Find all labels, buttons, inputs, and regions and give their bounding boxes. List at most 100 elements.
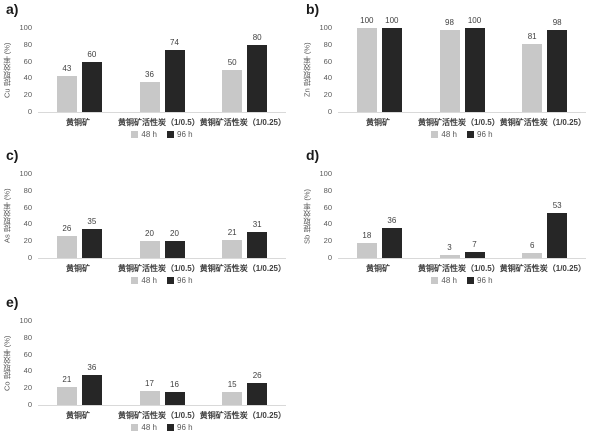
bar-48h bbox=[222, 240, 243, 258]
legend-swatch bbox=[467, 277, 474, 284]
bar-96h bbox=[81, 61, 102, 112]
y-tick-label: 60 bbox=[323, 202, 332, 212]
bar-value-label: 81 bbox=[527, 31, 537, 41]
bar-group: 6 53 bbox=[503, 174, 586, 258]
bar-value-label: 60 bbox=[87, 49, 97, 59]
legend: 48 h 96 h bbox=[38, 130, 286, 139]
y-tick-label: 20 bbox=[323, 236, 332, 246]
legend-item-96h: 96 h bbox=[167, 130, 193, 139]
x-category-label: 黄铜矿 bbox=[65, 118, 90, 127]
legend-swatch bbox=[167, 424, 174, 431]
bar-cell: 100 bbox=[464, 17, 485, 112]
bar-value-label: 36 bbox=[145, 69, 154, 79]
legend-label: 48 h bbox=[141, 130, 157, 139]
bar-group: 81 98 bbox=[503, 18, 586, 112]
legend-swatch bbox=[131, 131, 139, 138]
bar-cell: 20 bbox=[139, 174, 160, 258]
y-tick-label: 80 bbox=[23, 39, 32, 49]
y-tick-label: 100 bbox=[319, 23, 332, 32]
y-tick-label: 100 bbox=[319, 169, 332, 178]
y-tick-label: 40 bbox=[323, 219, 332, 229]
bar-96h bbox=[464, 28, 485, 112]
y-tick-label: 40 bbox=[23, 219, 32, 229]
plot-area: 43 60 36 74 50 80 bbox=[38, 28, 286, 113]
bar-value-label: 80 bbox=[252, 32, 262, 42]
bar-cell: 35 bbox=[81, 174, 102, 258]
y-tick-label: 60 bbox=[323, 56, 332, 66]
plot-area: 26 35 20 20 21 31 bbox=[38, 174, 286, 259]
chart-panel-cu: a) Cu 提取效率 (%) 0 20 40 60 80 100 43 60 36 74 50 80… bbox=[0, 0, 300, 145]
bar-cell: 81 bbox=[522, 28, 543, 112]
panel-label: a) bbox=[6, 1, 19, 17]
legend-swatch bbox=[131, 277, 139, 284]
bar-cell: 17 bbox=[139, 321, 160, 405]
bar-value-label: 15 bbox=[227, 380, 237, 390]
legend-label: 96 h bbox=[477, 130, 493, 139]
bar-48h bbox=[139, 81, 160, 112]
legend-label: 48 h bbox=[141, 423, 157, 432]
bar-96h bbox=[164, 241, 185, 258]
bar-96h bbox=[464, 252, 485, 258]
bar-cell: 100 bbox=[381, 17, 402, 112]
bar-cell: 21 bbox=[56, 321, 77, 405]
bar-48h bbox=[56, 75, 77, 112]
bar-48h bbox=[356, 28, 377, 112]
y-axis-title: Co 提取效率 (%) bbox=[2, 335, 12, 391]
bar-96h bbox=[381, 227, 402, 258]
y-tick-label: 100 bbox=[19, 316, 32, 325]
bar-value-label: 26 bbox=[252, 371, 262, 381]
bar-48h bbox=[56, 387, 77, 405]
plot-area: 18 36 3 7 6 53 bbox=[338, 174, 586, 259]
x-category-label: 黄铜矿 bbox=[65, 264, 90, 273]
legend-label: 96 h bbox=[177, 276, 193, 285]
legend-item-48h: 48 h bbox=[431, 130, 457, 139]
legend-swatch bbox=[167, 131, 174, 138]
bar-group: 100 100 bbox=[338, 17, 421, 112]
bar-cell: 74 bbox=[164, 28, 185, 112]
bar-48h bbox=[439, 255, 460, 258]
legend-swatch bbox=[431, 131, 439, 138]
legend-item-96h: 96 h bbox=[467, 276, 493, 285]
y-tick-label: 60 bbox=[23, 202, 32, 212]
bar-value-label: 21 bbox=[62, 375, 72, 385]
bar-value-label: 17 bbox=[145, 378, 154, 388]
y-axis: 0 20 40 60 80 100 bbox=[13, 24, 35, 116]
legend-item-48h: 48 h bbox=[431, 276, 457, 285]
y-axis: 0 20 40 60 80 100 bbox=[313, 170, 335, 262]
bar-value-label: 53 bbox=[552, 201, 562, 211]
bar-96h bbox=[81, 374, 102, 405]
bar-value-label: 20 bbox=[170, 229, 179, 239]
bar-96h bbox=[381, 28, 402, 112]
legend-label: 96 h bbox=[177, 130, 193, 139]
bar-value-label: 3 bbox=[447, 243, 452, 253]
legend-swatch bbox=[131, 424, 139, 431]
category-axis: 黄铜矿 黄铜矿活性炭（1/0.5） 黄铜矿活性炭（1/0.25） bbox=[338, 117, 586, 128]
bar-group: 17 16 bbox=[121, 321, 204, 405]
legend-swatch bbox=[431, 277, 439, 284]
legend-item-96h: 96 h bbox=[167, 276, 193, 285]
bar-96h bbox=[247, 44, 268, 112]
bar-value-label: 36 bbox=[87, 362, 97, 372]
bar-cell: 50 bbox=[222, 28, 243, 112]
bar-cell: 36 bbox=[381, 174, 402, 258]
y-axis: 0 20 40 60 80 100 bbox=[13, 170, 35, 262]
bar-value-label: 43 bbox=[62, 63, 72, 73]
bar-cell: 53 bbox=[547, 174, 568, 258]
y-tick-label: 40 bbox=[23, 366, 32, 376]
bar-96h bbox=[247, 231, 268, 258]
x-category-label: 黄铜矿活性炭（1/0.25） bbox=[199, 118, 286, 127]
bar-value-label: 35 bbox=[87, 216, 97, 226]
bar-value-label: 36 bbox=[387, 215, 397, 225]
y-tick-label: 80 bbox=[23, 332, 32, 342]
y-axis: 0 20 40 60 80 100 bbox=[313, 24, 335, 116]
x-category-label: 黄铜矿活性炭（1/0.5） bbox=[117, 118, 200, 127]
bar-48h bbox=[439, 29, 460, 112]
bar-value-label: 100 bbox=[467, 16, 482, 25]
bar-cell: 31 bbox=[247, 174, 268, 258]
bar-cell: 43 bbox=[56, 28, 77, 112]
bar-value-label: 74 bbox=[170, 37, 179, 47]
bar-cell: 3 bbox=[439, 174, 460, 258]
bar-value-label: 50 bbox=[227, 58, 237, 67]
